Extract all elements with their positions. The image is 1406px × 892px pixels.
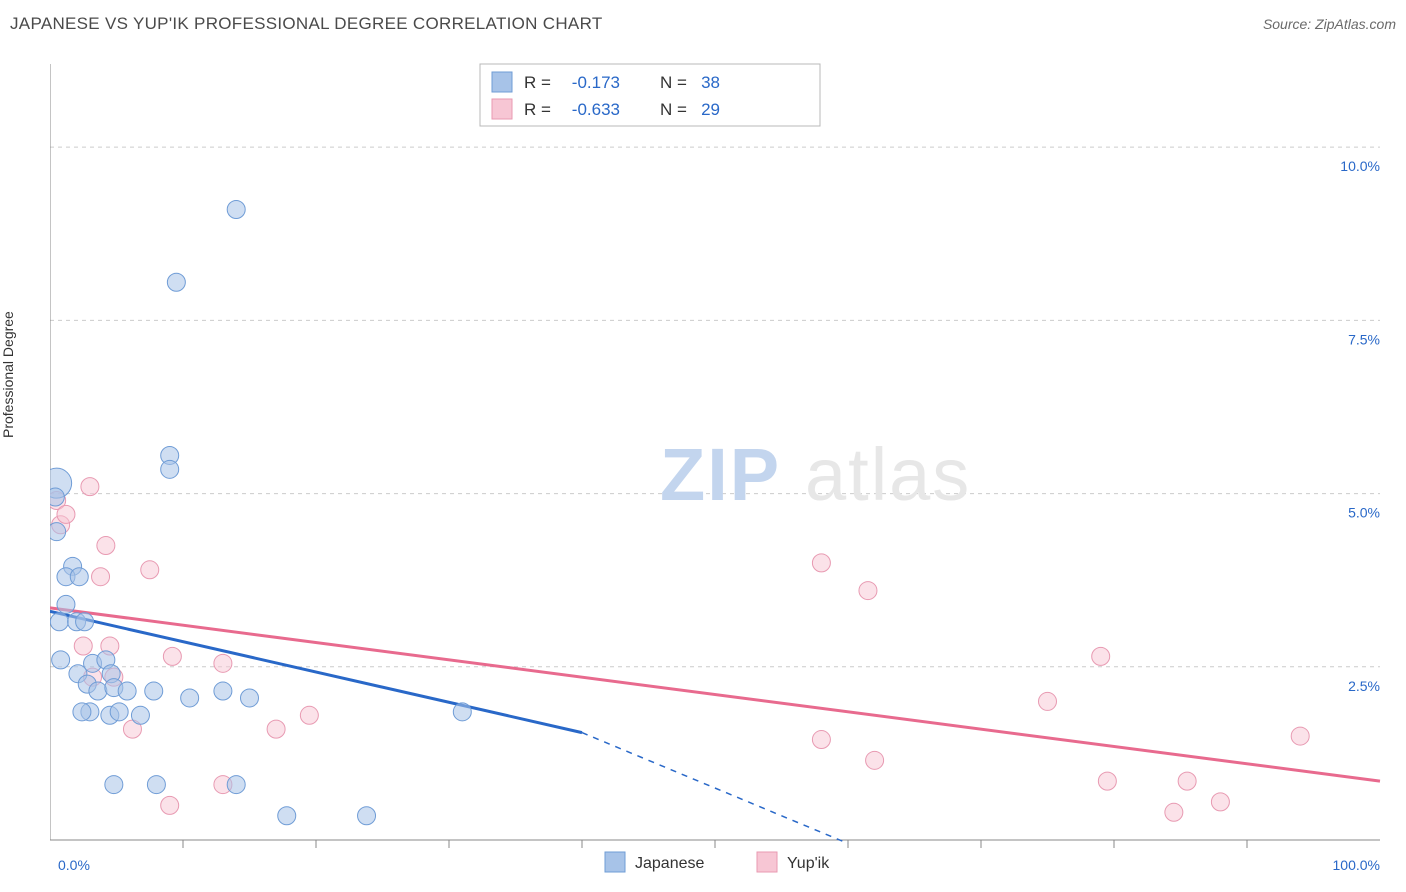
- stats-n-value: 38: [701, 73, 720, 92]
- stats-r-label: R =: [524, 100, 551, 119]
- chart-title: JAPANESE VS YUP'IK PROFESSIONAL DEGREE C…: [10, 14, 603, 34]
- scatter-point: [141, 561, 159, 579]
- scatter-point: [161, 460, 179, 478]
- stats-n-value: 29: [701, 100, 720, 119]
- scatter-point: [278, 807, 296, 825]
- scatter-point: [92, 568, 110, 586]
- scatter-point: [267, 720, 285, 738]
- scatter-point: [1039, 692, 1057, 710]
- scatter-point: [1178, 772, 1196, 790]
- scatter-point: [131, 706, 149, 724]
- scatter-point: [453, 703, 471, 721]
- legend-label: Yup'ik: [787, 855, 830, 872]
- scatter-point: [812, 731, 830, 749]
- stats-swatch: [492, 72, 512, 92]
- legend-swatch: [605, 852, 625, 872]
- scatter-point: [866, 751, 884, 769]
- scatter-point: [1211, 793, 1229, 811]
- scatter-point: [81, 478, 99, 496]
- scatter-point: [214, 654, 232, 672]
- scatter-point: [1092, 647, 1110, 665]
- y-tick-label: 7.5%: [1348, 331, 1380, 347]
- scatter-point: [73, 703, 91, 721]
- scatter-point: [227, 201, 245, 219]
- scatter-point: [110, 703, 128, 721]
- scatter-point: [163, 647, 181, 665]
- watermark-zip: ZIP: [660, 433, 781, 516]
- chart-source: Source: ZipAtlas.com: [1263, 16, 1396, 32]
- scatter-point: [76, 613, 94, 631]
- scatter-point: [147, 776, 165, 794]
- scatter-point: [1098, 772, 1116, 790]
- legend-swatch: [757, 852, 777, 872]
- scatter-point: [52, 651, 70, 669]
- scatter-point: [50, 488, 64, 506]
- scatter-point: [50, 613, 68, 631]
- x-max-label: 100.0%: [1333, 857, 1380, 873]
- chart-area: 2.5%5.0%7.5%10.0%ZIPatlas0.0%100.0%R =-0…: [50, 50, 1396, 840]
- scatter-point: [74, 637, 92, 655]
- stats-n-label: N =: [660, 100, 687, 119]
- y-axis-label: Professional Degree: [0, 311, 16, 438]
- chart-svg: 2.5% 5.0% 7.5% 10.0% ZIP atlas 0.0% 100.0% R = -0…: [50, 50, 1396, 888]
- scatter-point: [181, 689, 199, 707]
- scatter-point: [358, 807, 376, 825]
- scatter-point: [161, 796, 179, 814]
- y-tick-label: 10.0%: [1340, 158, 1380, 174]
- scatter-point: [50, 523, 66, 541]
- stats-r-value: -0.633: [572, 100, 620, 119]
- legend-label: Japanese: [635, 855, 704, 872]
- scatter-point: [89, 682, 107, 700]
- scatter-point: [118, 682, 136, 700]
- scatter-point: [57, 505, 75, 523]
- scatter-point: [105, 776, 123, 794]
- x-min-label: 0.0%: [58, 857, 90, 873]
- watermark-atlas: atlas: [805, 433, 971, 516]
- scatter-point: [227, 776, 245, 794]
- stats-swatch: [492, 99, 512, 119]
- stats-n-label: N =: [660, 73, 687, 92]
- scatter-point: [57, 595, 75, 613]
- y-tick-label: 5.0%: [1348, 505, 1380, 521]
- scatter-point: [300, 706, 318, 724]
- scatter-point: [1291, 727, 1309, 745]
- trend-line-extrapolated: [582, 733, 848, 844]
- scatter-point: [70, 568, 88, 586]
- stats-r-label: R =: [524, 73, 551, 92]
- stats-r-value: -0.173: [572, 73, 620, 92]
- scatter-point: [214, 682, 232, 700]
- scatter-point: [1165, 803, 1183, 821]
- scatter-point: [241, 689, 259, 707]
- scatter-point: [145, 682, 163, 700]
- scatter-point: [97, 537, 115, 555]
- scatter-point: [812, 554, 830, 572]
- scatter-point: [167, 273, 185, 291]
- scatter-point: [859, 582, 877, 600]
- y-tick-label: 2.5%: [1348, 678, 1380, 694]
